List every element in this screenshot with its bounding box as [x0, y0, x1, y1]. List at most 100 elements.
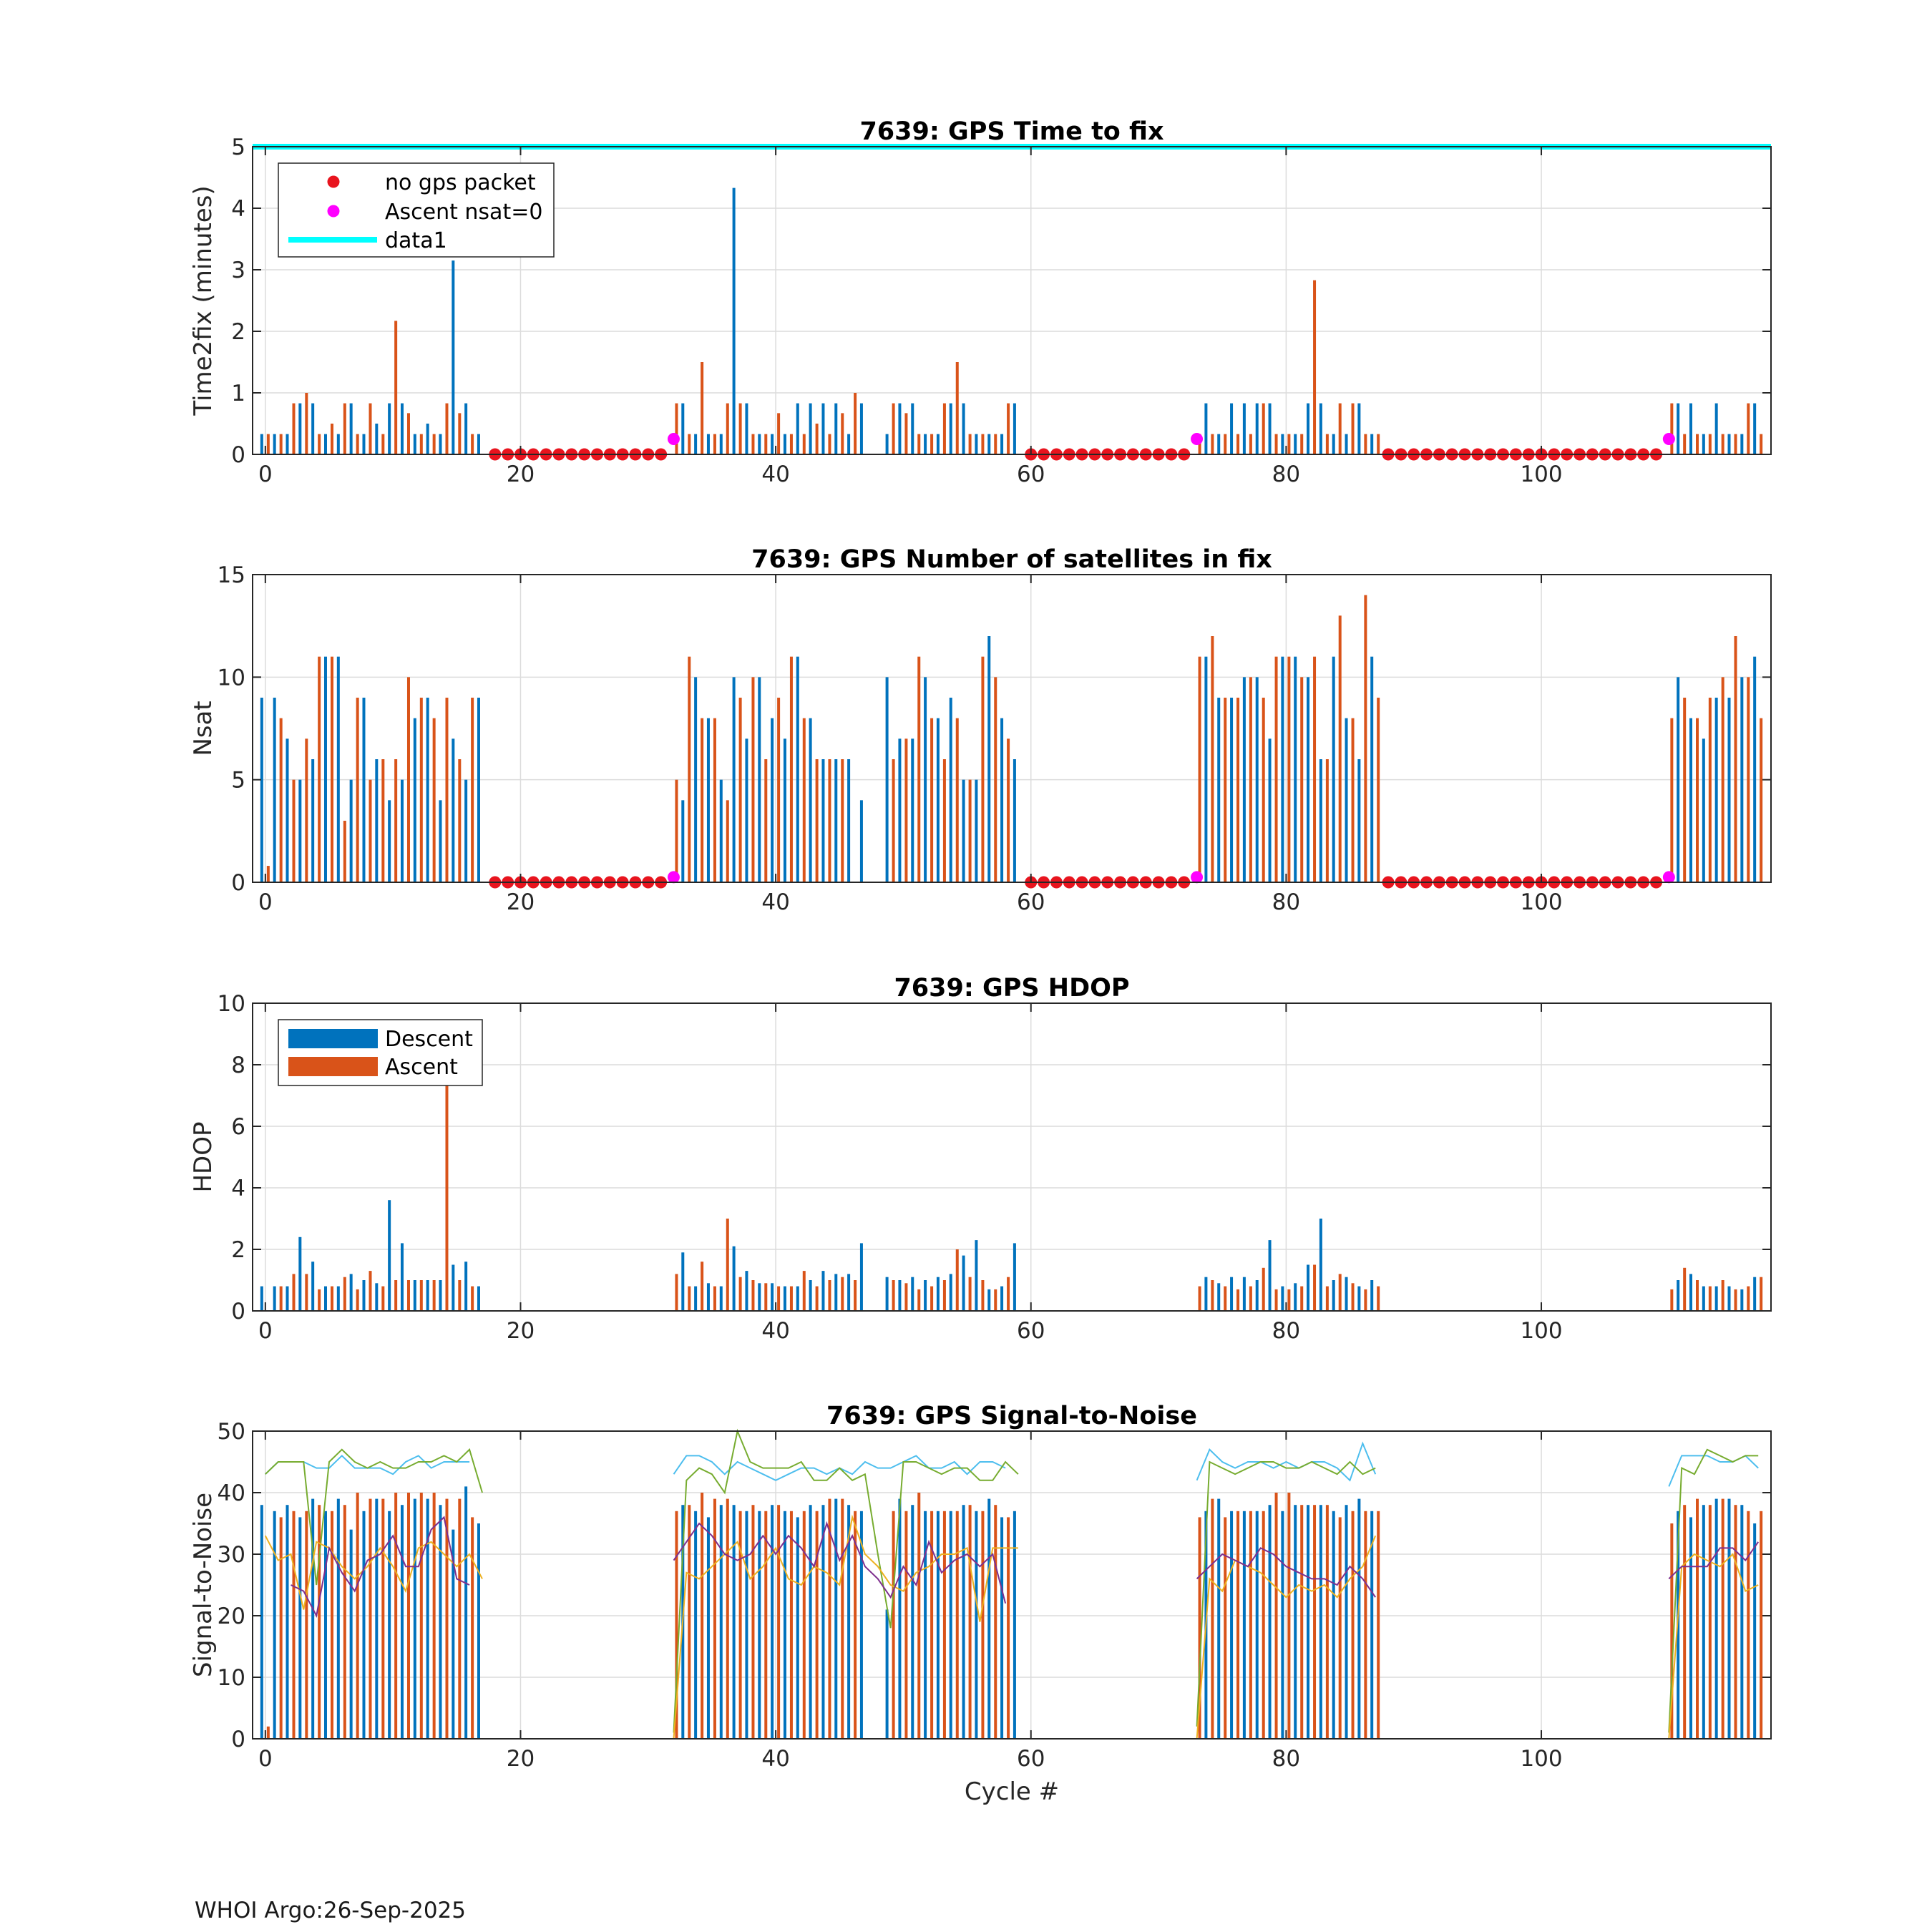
ascent-bar [356, 698, 359, 882]
ascent-bar [432, 718, 436, 882]
ascent-bar [266, 434, 270, 454]
descent-bar [911, 738, 914, 882]
ascent-bar [688, 434, 691, 454]
descent-bar [1345, 434, 1348, 454]
ascent-bar [343, 1277, 346, 1311]
descent-bar [388, 1200, 391, 1311]
ascent-bar [854, 1511, 857, 1739]
descent-bar [1268, 1505, 1272, 1739]
y-tick-label: 0 [231, 870, 245, 896]
descent-bar [349, 1274, 353, 1311]
descent-bar [1357, 759, 1361, 882]
descent-bar [1753, 403, 1757, 454]
ascent-bar [815, 424, 819, 454]
ascent-bar [343, 1505, 346, 1739]
ascent-bar [764, 434, 768, 454]
y-tick-label: 50 [218, 1419, 245, 1445]
descent-bar [1242, 1511, 1246, 1739]
ascent-bar [828, 434, 831, 454]
ascent-bar [1007, 403, 1010, 454]
descent-bar [1013, 1243, 1016, 1311]
ascent-bar [381, 759, 385, 882]
descent-bar [821, 1505, 825, 1739]
ascent-bar [1696, 1498, 1699, 1739]
ascent-bar [406, 1493, 410, 1739]
descent-bar [898, 1280, 902, 1311]
ascent-bar [815, 1286, 819, 1311]
descent-bar [821, 1271, 825, 1311]
ascent-bar [930, 1511, 934, 1739]
ascent-nsat0-marker [667, 871, 680, 884]
ascent-bar [789, 1286, 793, 1311]
descent-bar [1013, 759, 1016, 882]
descent-bar [1319, 1505, 1322, 1739]
ascent-bar [1224, 434, 1227, 454]
descent-bar [962, 1505, 965, 1739]
descent-bar [439, 434, 442, 454]
descent-bar [1677, 403, 1680, 454]
descent-bar [809, 1505, 812, 1739]
snr-line-2 [1668, 1448, 1759, 1733]
descent-bar [719, 1505, 723, 1739]
descent-bar [1332, 656, 1335, 882]
descent-bar [298, 779, 302, 882]
descent-bar [758, 1283, 761, 1311]
legend-label-ascent-nsat0: Ascent nsat=0 [385, 200, 542, 225]
descent-bar [311, 403, 315, 454]
descent-bar [1727, 1498, 1731, 1739]
ascent-bar [764, 1283, 768, 1311]
descent-bar [885, 1277, 889, 1311]
descent-bar [1319, 1219, 1322, 1311]
descent-bar [987, 636, 991, 882]
ascent-bar [1007, 1517, 1010, 1739]
ascent-bar [955, 362, 959, 454]
ascent-bar [917, 1493, 921, 1739]
ascent-bar [381, 1286, 385, 1311]
descent-bar [426, 1498, 429, 1739]
descent-bar [1677, 1280, 1680, 1311]
ascent-bar [445, 698, 449, 882]
ascent-bar [356, 1289, 359, 1311]
descent-bar [949, 698, 952, 882]
ascent-bar [1300, 1286, 1304, 1311]
ascent-bar [471, 698, 474, 882]
descent-bar [885, 1609, 889, 1739]
snr-line-3 [1196, 1535, 1377, 1740]
ascent-bar [1351, 1511, 1355, 1739]
ascent-bar [330, 424, 333, 454]
ascent-bar [330, 1511, 333, 1739]
descent-bar [1702, 1505, 1705, 1739]
x-tick-label: 60 [1017, 889, 1045, 915]
descent-bar [847, 1274, 851, 1311]
ascent-bar [1683, 1267, 1687, 1311]
descent-bar [1000, 1517, 1004, 1739]
descent-bar [362, 434, 366, 454]
ascent-bar [1274, 1289, 1278, 1311]
ascent-bar [904, 1283, 908, 1311]
ascent-bar [955, 718, 959, 882]
descent-bar [1000, 434, 1004, 454]
ascent-bar [981, 434, 985, 454]
descent-bar [924, 1280, 927, 1311]
ascent-bar [828, 759, 831, 882]
x-tick-label: 20 [507, 462, 535, 487]
ascent-bar [1313, 1505, 1317, 1739]
descent-bar [706, 1517, 710, 1739]
descent-bar [1740, 677, 1744, 882]
descent-bar [745, 1271, 748, 1311]
descent-bar [464, 779, 468, 882]
descent-bar [1727, 1286, 1731, 1311]
ascent-nsat0-marker [1191, 871, 1204, 884]
descent-bar [1013, 403, 1016, 454]
ascent-bar [279, 1286, 283, 1311]
y-tick-label: 30 [218, 1542, 245, 1568]
ascent-bar [419, 1280, 423, 1311]
descent-bar [298, 1517, 302, 1739]
x-tick-label: 0 [258, 1318, 273, 1344]
descent-bar [924, 677, 927, 882]
ascent-bar [394, 1280, 398, 1311]
descent-bar [1332, 1280, 1335, 1311]
ascent-bar [1198, 656, 1201, 882]
descent-bar [1281, 1286, 1284, 1311]
y-tick-label: 0 [231, 1299, 245, 1324]
